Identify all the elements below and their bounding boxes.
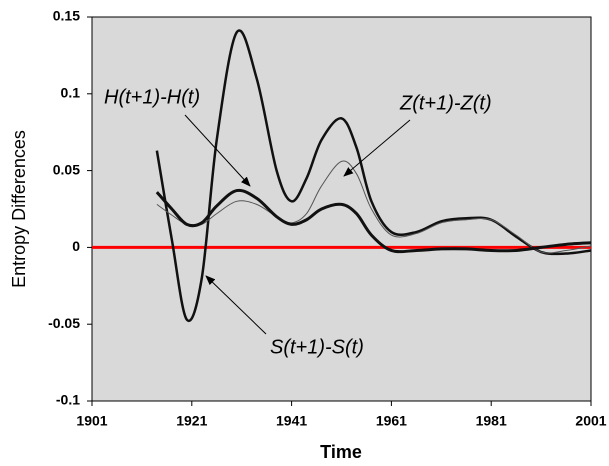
arrow (343, 119, 411, 177)
y-tick-label: 0.05 (53, 161, 80, 177)
y-tick-label: 0 (72, 238, 80, 254)
x-tick-label: 1941 (276, 413, 307, 429)
arrow (184, 114, 251, 187)
x-tick-label: 1901 (76, 413, 107, 429)
y-tick-label: -0.05 (48, 315, 80, 331)
x-tick-label: 1921 (176, 413, 207, 429)
x-tick-label: 2001 (575, 413, 606, 429)
x-axis-label: Time (320, 442, 362, 462)
series-annotation: H(t+1)-H(t) (104, 86, 200, 108)
plot-area (91, 16, 592, 402)
series-annotation: S(t+1)-S(t) (270, 336, 364, 358)
arrow (205, 275, 267, 335)
x-tick-label: 1961 (376, 413, 407, 429)
x-tick-label: 1981 (476, 413, 507, 429)
y-axis-label: Entropy Differences (9, 130, 29, 288)
y-tick-label: 0.1 (61, 85, 81, 101)
series-annotation: Z(t+1)-Z(t) (399, 92, 492, 114)
y-tick-label: -0.1 (56, 392, 80, 408)
series-line (155, 188, 592, 254)
y-tick-label: 0.15 (53, 8, 80, 24)
series-line (156, 160, 592, 254)
